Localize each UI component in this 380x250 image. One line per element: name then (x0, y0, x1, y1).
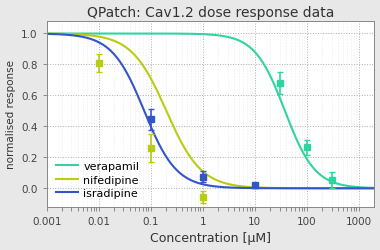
Y-axis label: normalised response: normalised response (6, 60, 16, 169)
X-axis label: Concentration [μM]: Concentration [μM] (150, 232, 271, 244)
Title: QPatch: Cav1.2 dose response data: QPatch: Cav1.2 dose response data (87, 6, 334, 20)
Legend: verapamil, nifedipine, isradipine: verapamil, nifedipine, isradipine (52, 158, 142, 202)
